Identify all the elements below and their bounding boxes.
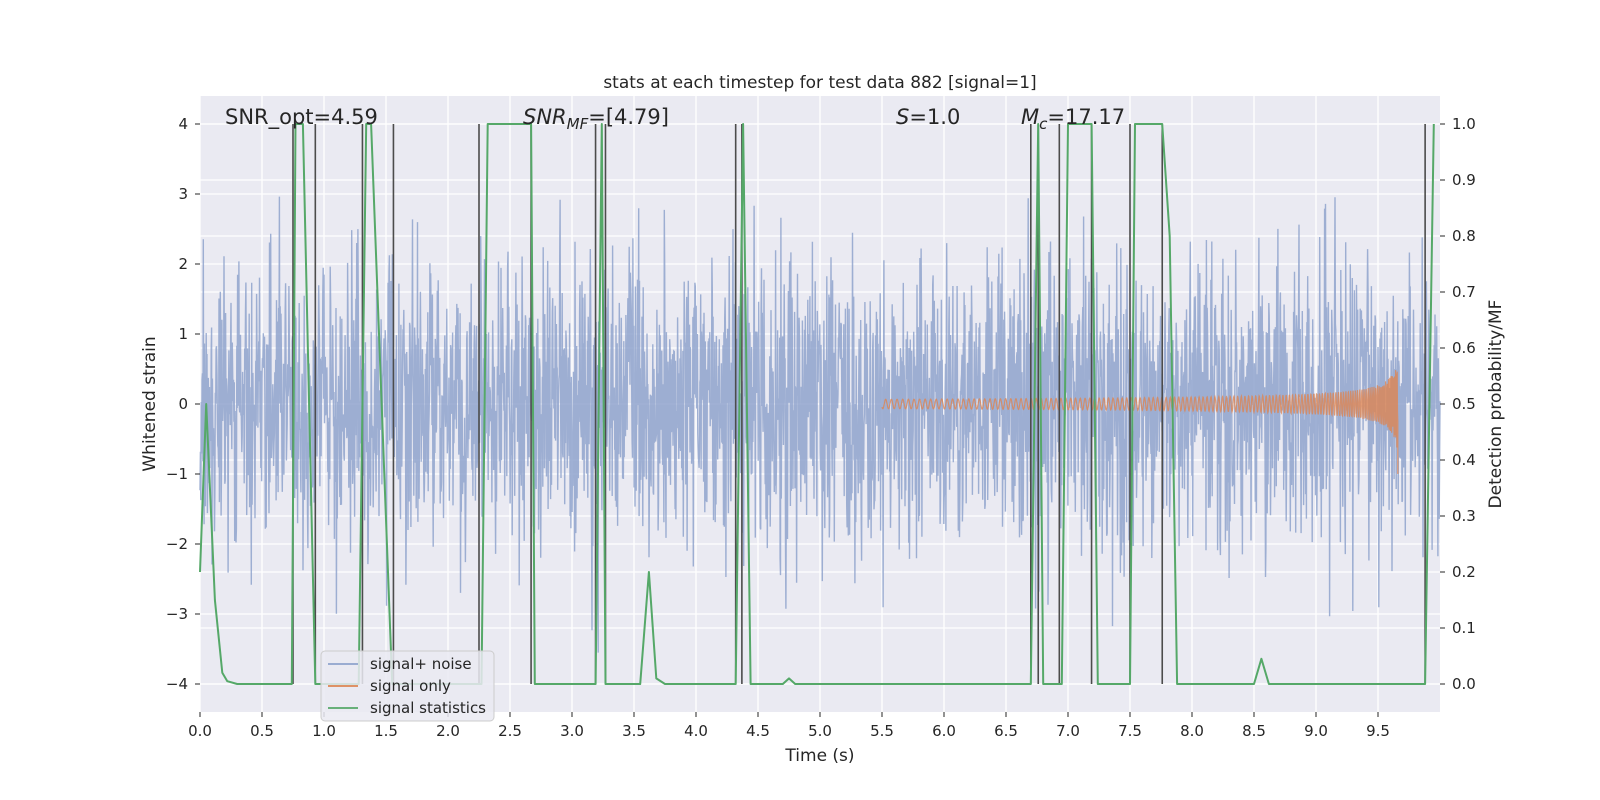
x-tick-label: 1.5 — [374, 722, 398, 740]
right-y-tick-label: 0.0 — [1452, 675, 1476, 693]
snr-opt-annotation: SNR_opt=4.59 — [225, 105, 378, 130]
x-tick-label: 7.0 — [1056, 722, 1080, 740]
right-y-tick-label: 0.7 — [1452, 283, 1476, 301]
right-y-tick-label: 0.6 — [1452, 339, 1476, 357]
snr-mf-symbol: SNR — [523, 105, 567, 129]
snr-mf-annotation: SNRMF=[4.79] — [523, 105, 669, 133]
x-axis-label: Time (s) — [784, 746, 854, 766]
x-tick-label: 2.5 — [498, 722, 522, 740]
signal-only-line — [881, 370, 1399, 474]
left-y-tick-label: 0 — [178, 395, 188, 413]
mc-subscript: c — [1039, 115, 1048, 133]
left-y-axis-label: Whitened strain — [140, 336, 160, 471]
legend-label-signal: signal only — [370, 677, 451, 695]
left-y-tick-label: 1 — [178, 325, 188, 343]
mc-annotation: Mc=17.17 — [1021, 105, 1125, 133]
signal-plus-noise-series — [199, 196, 1441, 653]
x-axis-ticks: 0.0 0.5 1.0 1.5 2.0 2.5 3.0 3.5 4.0 4.5 5.0 5.5 6.0 6… — [188, 712, 1390, 740]
x-tick-label: 5.0 — [808, 722, 832, 740]
left-y-tick-label: 3 — [178, 185, 188, 203]
legend: signal+ noise signal only signal statist… — [320, 650, 495, 722]
x-tick-label: 9.0 — [1304, 722, 1328, 740]
x-tick-label: 7.5 — [1118, 722, 1142, 740]
x-tick-label: 6.5 — [994, 722, 1018, 740]
left-y-axis-ticks: 4 3 2 1 0 −1 −2 −3 −4 — [166, 115, 200, 693]
left-y-tick-label: −2 — [166, 535, 188, 553]
x-tick-label: 2.0 — [436, 722, 460, 740]
left-y-tick-label: 2 — [178, 255, 188, 273]
mc-value: =17.17 — [1047, 105, 1125, 129]
mc-symbol: M — [1021, 105, 1039, 129]
x-tick-label: 1.0 — [312, 722, 336, 740]
x-tick-label: 5.5 — [870, 722, 894, 740]
chart-title: stats at each timestep for test data 882… — [603, 73, 1036, 93]
left-y-tick-label: 4 — [178, 115, 188, 133]
x-tick-label: 8.0 — [1180, 722, 1204, 740]
signal-only-series — [881, 370, 1399, 474]
legend-label-stats: signal statistics — [370, 699, 486, 717]
snr-mf-subscript: MF — [567, 115, 589, 133]
s-value: =1.0 — [909, 105, 960, 129]
x-tick-label: 9.5 — [1366, 722, 1390, 740]
right-y-tick-label: 0.9 — [1452, 171, 1476, 189]
legend-label-noise: signal+ noise — [370, 655, 472, 673]
right-y-tick-label: 0.2 — [1452, 563, 1476, 581]
right-y-tick-label: 0.4 — [1452, 451, 1476, 469]
left-y-tick-label: −3 — [166, 605, 188, 623]
snr-mf-value: =[4.79] — [588, 105, 669, 129]
right-y-tick-label: 0.5 — [1452, 395, 1476, 413]
x-tick-label: 0.5 — [250, 722, 274, 740]
right-y-tick-label: 1.0 — [1452, 115, 1476, 133]
legend-box — [320, 650, 495, 722]
left-y-tick-label: −1 — [166, 465, 188, 483]
right-y-axis-ticks: 1.0 0.9 0.8 0.7 0.6 0.5 0.4 0.3 0.2 0.1 0.0 — [1440, 115, 1476, 693]
x-tick-label: 0.0 — [188, 722, 212, 740]
right-y-axis-label: Detection probability/MF — [1486, 300, 1506, 509]
signal-plus-noise-line — [199, 196, 1441, 653]
s-symbol: S — [896, 105, 909, 129]
x-tick-label: 4.0 — [684, 722, 708, 740]
left-y-tick-label: −4 — [166, 675, 188, 693]
x-tick-label: 6.0 — [932, 722, 956, 740]
right-y-tick-label: 0.1 — [1452, 619, 1476, 637]
x-tick-label: 4.5 — [746, 722, 770, 740]
x-tick-label: 3.5 — [622, 722, 646, 740]
s-annotation: S=1.0 — [896, 105, 960, 129]
right-y-tick-label: 0.3 — [1452, 507, 1476, 525]
right-y-tick-label: 0.8 — [1452, 227, 1476, 245]
x-tick-label: 3.0 — [560, 722, 584, 740]
x-tick-label: 8.5 — [1242, 722, 1266, 740]
